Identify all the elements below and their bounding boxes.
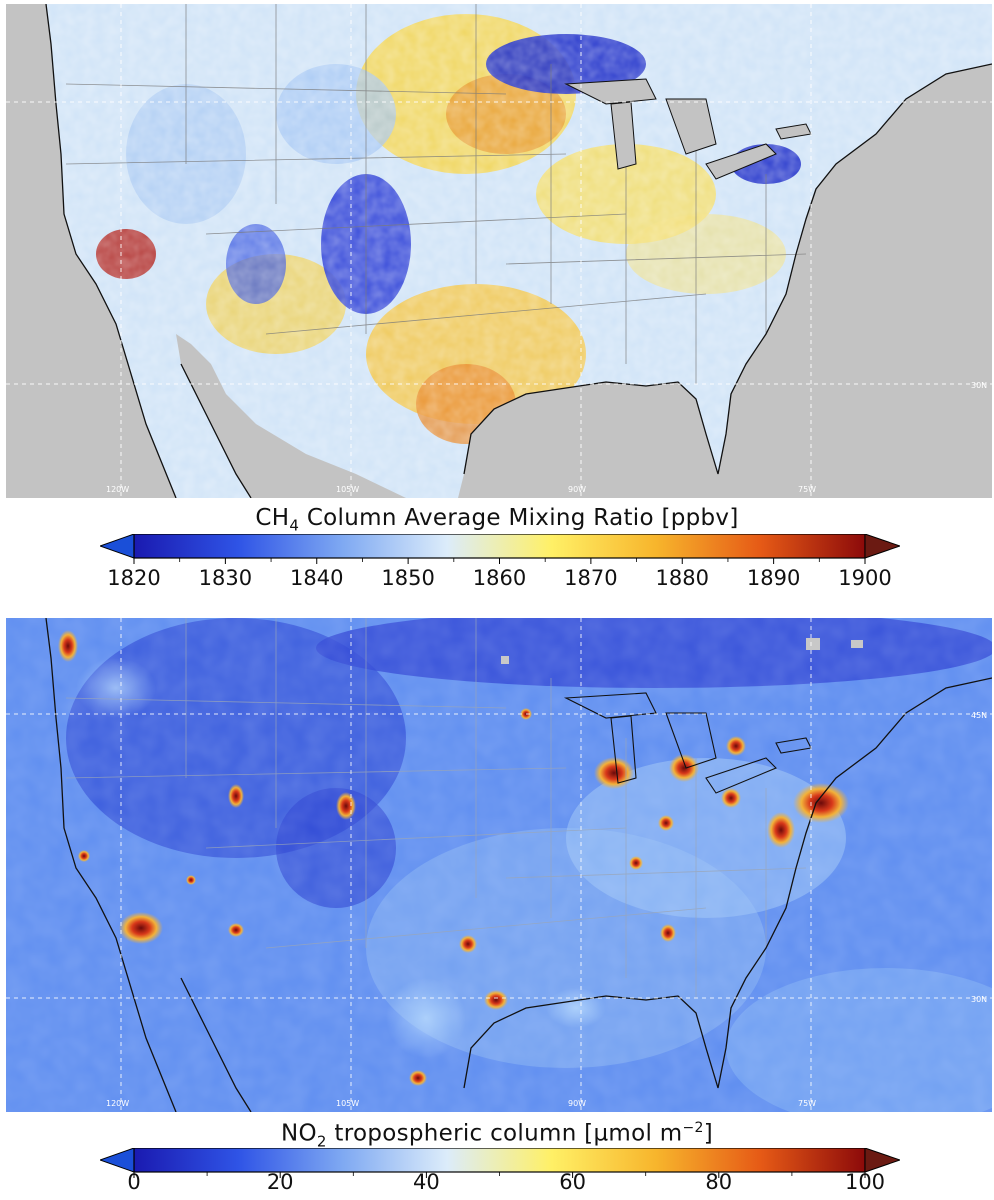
lon-label-105w: 105W	[336, 1099, 359, 1108]
no2-map: 120W 105W 90W 75W 45N 30N	[6, 618, 992, 1112]
lon-label-120w: 120W	[106, 1099, 129, 1108]
lon-label-120w: 120W	[106, 485, 129, 494]
lat-label-45n: 45N	[971, 711, 987, 720]
no-data-patches	[501, 638, 863, 664]
lon-label-75w: 75W	[798, 485, 816, 494]
ch4-colorbar-tick-label: 1850	[381, 566, 435, 590]
no2-colorbar-tick-label: 60	[559, 1170, 586, 1194]
lat-label-30n: 30N	[971, 381, 987, 390]
ch4-map: 120W 105W 90W 75W 30N	[6, 4, 992, 498]
graticule	[6, 4, 992, 498]
no2-colorbar-tick-labels: 0 20 40 60 80 100	[0, 1170, 994, 1200]
ch4-colorbar-title: CH4 Column Average Mixing Ratio [ppbv]	[255, 505, 739, 535]
no2-colorbar-tick-label: 0	[127, 1170, 141, 1194]
coastline	[45, 4, 992, 498]
coastline	[45, 618, 992, 1112]
state-borders	[65, 618, 807, 998]
no2-colorbar-tick-label: 100	[844, 1170, 886, 1194]
ch4-colorbar-tick-labels: 1820 1830 1840 1850 1860 1870 1880 1890 1900	[0, 566, 994, 596]
no2-map-canvas: 120W 105W 90W 75W 45N 30N	[6, 618, 992, 1112]
ch4-colorbar-tick-label: 1840	[290, 566, 344, 590]
ch4-colorbar-tick-label: 1860	[472, 566, 527, 590]
no2-colorbar-tick-label: 20	[266, 1170, 294, 1194]
no2-colorbar-tick-label: 80	[705, 1170, 733, 1194]
no2-hotspots	[58, 630, 849, 1086]
no2-colorbar-tick-label: 40	[413, 1170, 440, 1194]
lon-label-105w: 105W	[336, 485, 359, 494]
no2-colorbar	[100, 1148, 900, 1178]
graticule-labels: 120W 105W 90W 75W 30N	[106, 381, 987, 494]
lon-label-90w: 90W	[568, 485, 586, 494]
great-lakes	[563, 692, 812, 794]
no2-colorbar-ticks	[133, 1172, 866, 1178]
no2-colorbar-body	[133, 1148, 866, 1173]
ch4-colorbar-tick-label: 1820	[107, 566, 161, 590]
no2-colorbar-extend-low	[100, 1148, 135, 1173]
no2-colorbar-extend-high	[864, 1148, 900, 1173]
ch4-colorbar-tick-label: 1870	[564, 566, 618, 590]
ch4-colorbar-body	[133, 534, 866, 559]
ch4-colorbar	[100, 534, 900, 564]
ch4-colorbar-extend-high	[864, 534, 900, 559]
lon-label-75w: 75W	[798, 1099, 816, 1108]
lon-label-90w: 90W	[568, 1099, 586, 1108]
ch4-colorbar-tick-label: 1880	[655, 566, 709, 590]
ch4-map-canvas: 120W 105W 90W 75W 30N	[6, 4, 992, 498]
ch4-colorbar-extend-low	[100, 534, 135, 559]
ch4-colorbar-tick-label: 1830	[198, 566, 253, 590]
graticule	[6, 618, 992, 1112]
ch4-colorbar-tick-label: 1900	[838, 566, 892, 590]
lat-label-30n: 30N	[971, 995, 987, 1004]
graticule-labels: 120W 105W 90W 75W 45N 30N	[106, 711, 987, 1108]
ch4-colorbar-tick-label: 1890	[746, 566, 801, 590]
state-borders	[65, 4, 807, 384]
great-lakes	[564, 78, 812, 180]
no2-colorbar-title: NO2 tropospheric column [µmol m−2]	[281, 1120, 713, 1151]
ch4-colorbar-ticks	[133, 558, 866, 564]
